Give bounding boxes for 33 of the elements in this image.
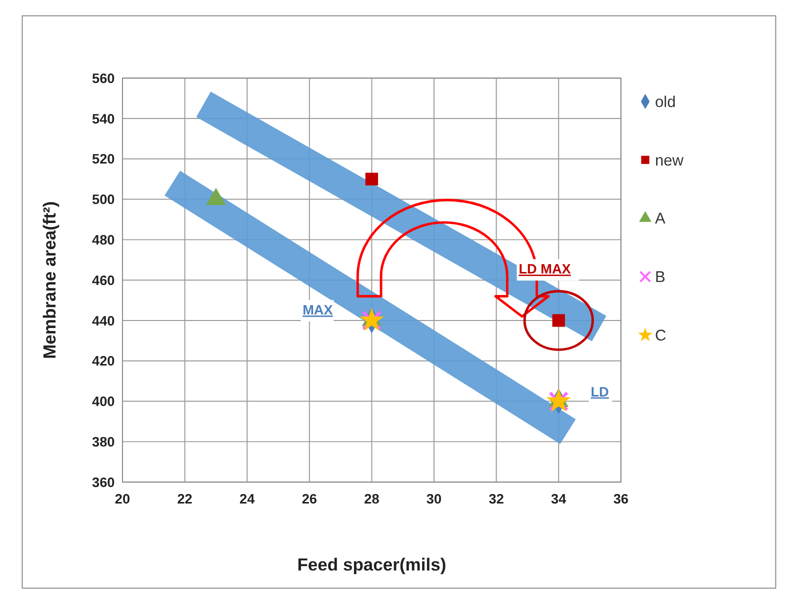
annotation: LD (590, 384, 610, 400)
y-tick-label: 560 (92, 70, 116, 86)
x-tick-label: 20 (114, 491, 131, 506)
annotation: LD MAX (518, 262, 571, 277)
y-tick-label: 400 (92, 394, 116, 410)
y-tick-label: 500 (92, 192, 116, 208)
y-tick-label: 460 (92, 272, 116, 288)
point (552, 314, 565, 327)
legend-label: B (654, 269, 666, 286)
x-tick-label: 36 (613, 491, 629, 506)
x-tick-label: 28 (364, 491, 380, 506)
x-tick-label: 26 (302, 491, 318, 506)
point (365, 172, 378, 186)
point (359, 307, 384, 331)
y-tick-label: 360 (92, 474, 116, 490)
x-tick-label: 32 (488, 491, 504, 506)
y-tick-label: 540 (92, 111, 116, 126)
y-tick-label: 420 (92, 354, 116, 369)
y-tick-label: 380 (92, 434, 116, 450)
legend-label: new (654, 152, 684, 170)
y-tick-label: 480 (92, 232, 116, 248)
x-tick-label: 30 (426, 491, 442, 506)
y-axis-title: Membrane area(ft²) (39, 201, 60, 359)
x-axis-title: Feed spacer(mils) (297, 554, 446, 575)
legend-label: C (654, 328, 666, 345)
legend-label: old (654, 94, 676, 111)
y-tick-label: 440 (92, 313, 116, 328)
legend-label: A (654, 210, 666, 228)
x-tick-label: 34 (551, 491, 567, 506)
x-tick-label: 22 (177, 491, 193, 506)
y-tick-label: 520 (92, 152, 116, 167)
x-tick-label: 24 (240, 491, 256, 506)
annotation: MAX (302, 302, 333, 318)
